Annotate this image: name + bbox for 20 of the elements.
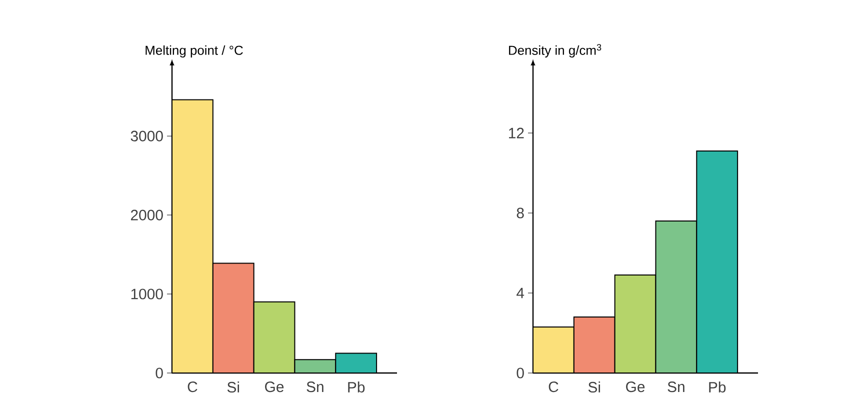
y-axis-title: Melting point / °C [146,45,243,58]
y-tick-label: 8 [516,208,524,218]
x-tick-label: Ge [626,382,645,392]
x-tick-label: C [188,382,198,392]
y-axis-title: Density in g/cm$^{3}$ [509,44,602,58]
y-tick-label: 1000 [131,288,163,300]
y-tick-label: 3000 [130,130,163,142]
y-tick-label: 4 [516,288,524,298]
x-tick-label: Si [588,382,600,392]
x-tick-label: Ge [265,382,284,392]
x-tick-label: Pb [709,382,726,392]
x-tick-label: C [548,382,558,392]
x-tick-label: Sn [306,382,324,392]
x-tick-label: Sn [668,382,684,392]
x-tick-label: Si [227,382,240,392]
y-tick-label: 2000 [130,210,163,220]
y-tick-label: 0 [516,368,524,378]
y-tick-label: 12 [509,128,524,138]
y-tick-label: 0 [156,368,163,378]
x-tick-label: Pb [348,382,365,392]
